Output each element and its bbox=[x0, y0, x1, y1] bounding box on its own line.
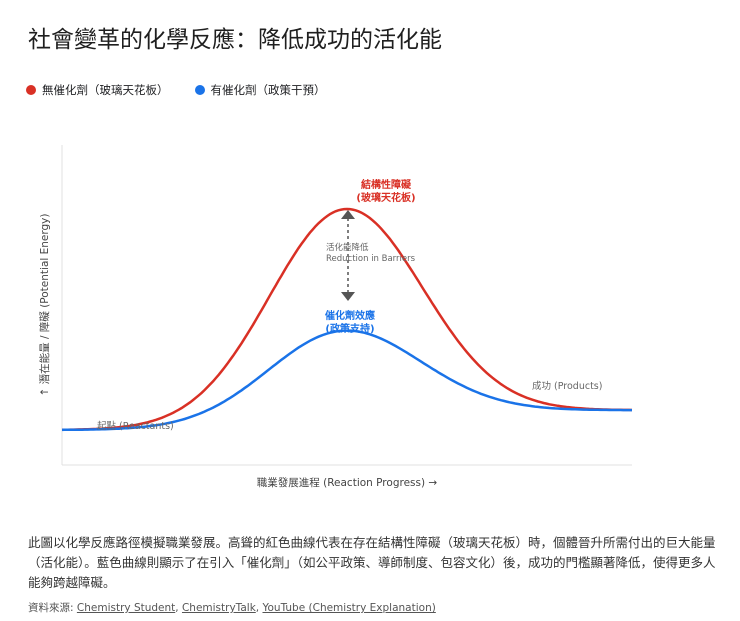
description: 此圖以化學反應路徑模擬職業發展。高聳的紅色曲線代表在存在結構性障礙（玻璃天花板）… bbox=[28, 535, 716, 590]
arrow-label: 活化能降低 bbox=[326, 242, 369, 253]
arrow-down-icon bbox=[341, 292, 355, 301]
legend-item-no-catalyst[interactable]: 無催化劑（玻璃天花板） bbox=[26, 82, 169, 98]
source-link[interactable]: YouTube (Chemistry Explanation) bbox=[262, 602, 436, 614]
sources-prefix: 資料來源: bbox=[28, 602, 77, 614]
source-link[interactable]: ChemistryTalk bbox=[181, 602, 256, 614]
source-link[interactable]: Chemistry Student bbox=[76, 602, 176, 614]
blue-peak-label: 催化劑效應 bbox=[325, 309, 375, 322]
arrow-up-icon bbox=[341, 210, 355, 219]
legend: 無催化劑（玻璃天花板） 有催化劑（政策干預） bbox=[26, 82, 326, 98]
arrow-sublabel: Reduction in Barriers bbox=[326, 254, 416, 264]
red-peak-sublabel: (玻璃天花板) bbox=[356, 191, 415, 204]
legend-item-catalyst[interactable]: 有催化劑（政策干預） bbox=[194, 82, 326, 98]
series-line-catalyst bbox=[61, 329, 632, 432]
blue-peak-sublabel: (政策支持) bbox=[325, 322, 374, 335]
y-axis-label: ↑ 潛在能量 / 障礙 (Potential Energy) bbox=[38, 214, 51, 397]
chart: 結構性障礙 (玻璃天花板) 活化能降低 Reduction in Barrier… bbox=[38, 145, 633, 489]
start-label: 起點 (Reactants) bbox=[97, 420, 174, 432]
page-title: 社會變革的化學反應：降低成功的活化能 bbox=[28, 27, 442, 53]
sources: 資料來源: Chemistry Student, ChemistryTalk, … bbox=[28, 602, 436, 614]
x-axis-label: 職業發展進程 (Reaction Progress) → bbox=[257, 476, 438, 489]
legend-label: 有催化劑（政策干預） bbox=[210, 83, 326, 97]
red-dot-icon bbox=[26, 85, 36, 95]
red-peak-label: 結構性障礙 bbox=[361, 178, 412, 191]
series-line-no-catalyst bbox=[62, 207, 633, 431]
legend-label: 無催化劑（玻璃天花板） bbox=[42, 83, 169, 97]
footer: 此圖以化學反應路徑模擬職業發展。高聳的紅色曲線代表在存在結構性障礙（玻璃天花板）… bbox=[28, 533, 718, 621]
end-label: 成功 (Products) bbox=[532, 380, 602, 392]
blue-dot-icon bbox=[194, 85, 205, 95]
